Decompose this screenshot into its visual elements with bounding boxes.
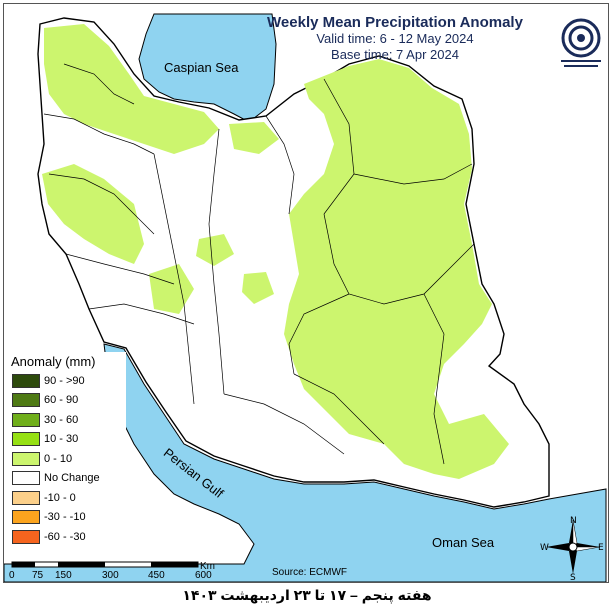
legend-label: -30 - -10: [44, 511, 86, 524]
caspian-sea-label: Caspian Sea: [164, 60, 239, 75]
base-time: Base time: 7 Apr 2024: [331, 47, 459, 62]
compass-n: N: [570, 516, 577, 526]
oman-sea-label: Oman Sea: [432, 535, 495, 550]
legend-swatch: [12, 432, 40, 447]
legend-item: -10 - 0: [8, 488, 126, 508]
legend-swatch: [12, 510, 40, 525]
legend-label: 90 - >90: [44, 374, 85, 387]
valid-time: Valid time: 6 - 12 May 2024: [316, 31, 474, 46]
iran-precipitation-map: [4, 13, 607, 582]
province-borders: [43, 63, 475, 465]
scale-tick: 75: [32, 570, 44, 581]
map-header: Weekly Mean Precipitation Anomaly Valid …: [230, 14, 560, 63]
scale-unit: Km: [200, 561, 215, 572]
legend-swatch: [12, 412, 40, 427]
scale-tick: 150: [55, 570, 72, 581]
legend-label: 10 - 30: [44, 433, 79, 446]
organization-logo-icon: [561, 18, 601, 67]
legend-label: -60 - -30: [44, 530, 86, 543]
legend-swatch: [12, 529, 40, 544]
legend-label: 60 - 90: [44, 394, 79, 407]
legend-item: No Change: [8, 469, 126, 489]
scale-tick: 0: [9, 570, 15, 581]
legend-item: 90 - >90: [8, 371, 126, 391]
map-title: Weekly Mean Precipitation Anomaly: [267, 14, 523, 31]
legend-title: Anomaly (mm): [11, 354, 96, 369]
caspian-sea: [138, 13, 277, 123]
legend-item: 30 - 60: [8, 410, 126, 430]
scale-tick: 450: [148, 570, 165, 581]
legend-swatch: [12, 451, 40, 466]
scale-tick: 600: [195, 570, 212, 581]
legend-swatch: [12, 393, 40, 408]
legend-item: -30 - -10: [8, 508, 126, 528]
legend-swatch: [12, 471, 40, 486]
legend-item: 60 - 90: [8, 391, 126, 411]
compass-s: S: [570, 573, 576, 580]
anomaly-0-10-areas: [42, 24, 509, 479]
persian-gulf: [4, 343, 607, 582]
legend-item: 0 - 10: [8, 449, 126, 469]
legend-label: 30 - 60: [44, 413, 79, 426]
legend-item: -60 - -30: [8, 527, 126, 547]
legend-swatch: [12, 373, 40, 388]
compass-w: W: [540, 543, 549, 553]
compass-rose-icon: N S W E: [540, 516, 604, 580]
persian-date-footer: هفته پنجم – ۱۷ تا ۲۳ اردیبهشت ۱۴۰۳: [182, 587, 432, 603]
legend-item: 10 - 30: [8, 430, 126, 450]
legend-label: -10 - 0: [44, 491, 76, 504]
legend-label: No Change: [44, 472, 100, 485]
compass-e: E: [598, 543, 604, 553]
scale-tick: 300: [102, 570, 119, 581]
legend-swatch: [12, 490, 40, 505]
data-source: Source: ECMWF: [272, 567, 348, 578]
legend-label: 0 - 10: [44, 452, 73, 465]
anomaly-legend: Anomaly (mm) 90 - >90 60 - 90 30 - 60 10 - …: [8, 352, 126, 547]
